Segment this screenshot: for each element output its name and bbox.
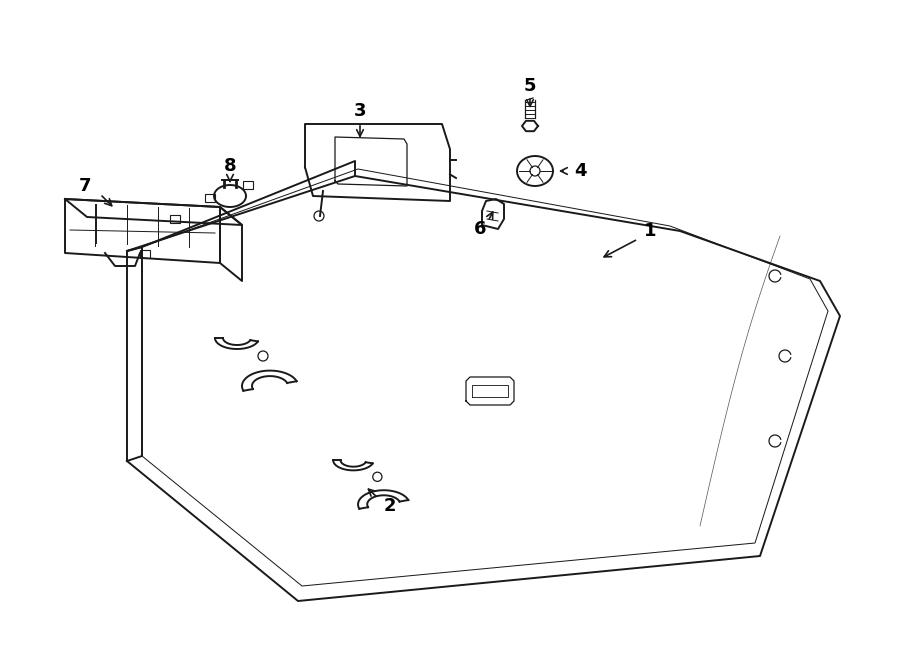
- Text: 4: 4: [574, 162, 586, 180]
- Text: 2: 2: [383, 497, 396, 515]
- Text: 6: 6: [473, 220, 486, 238]
- Text: 8: 8: [224, 157, 237, 175]
- Text: 3: 3: [354, 102, 366, 120]
- Text: 7: 7: [79, 177, 91, 195]
- Text: 1: 1: [644, 222, 656, 240]
- Text: 5: 5: [524, 77, 536, 95]
